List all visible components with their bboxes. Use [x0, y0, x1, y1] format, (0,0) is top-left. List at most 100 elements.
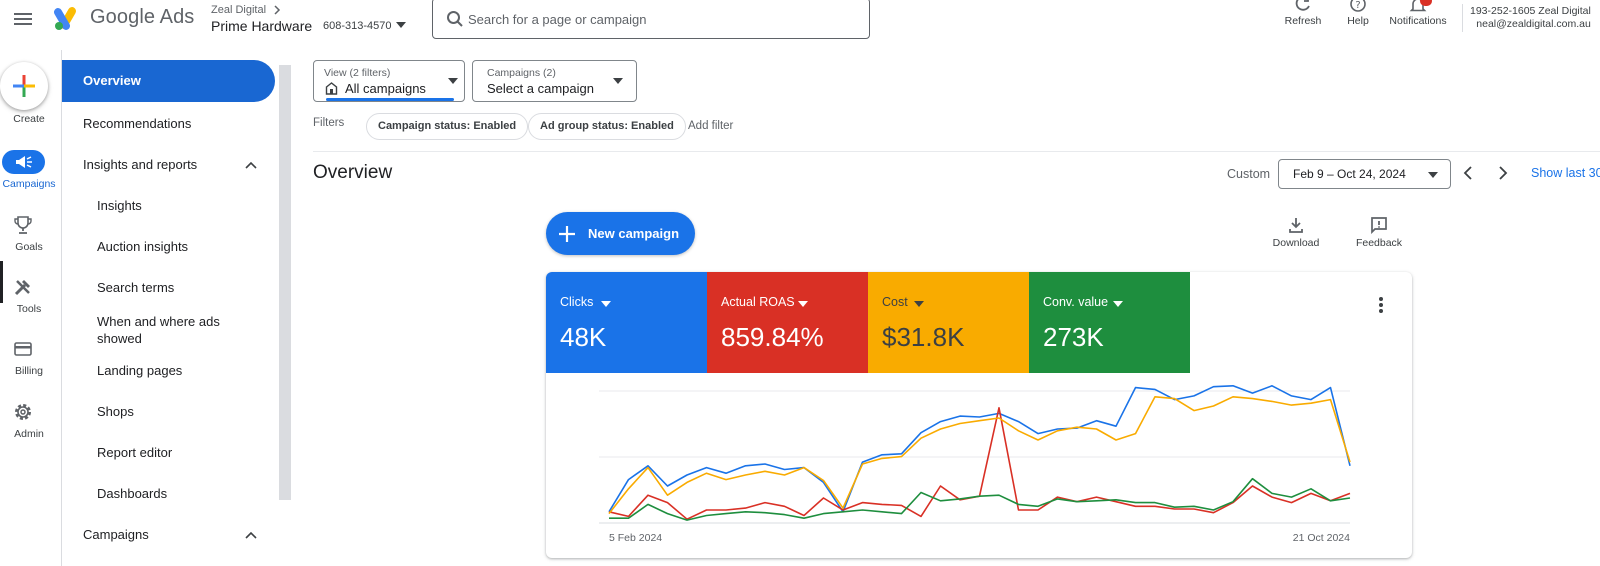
create-button[interactable]: [0, 62, 48, 110]
caret-down-icon: [798, 301, 808, 307]
rail-label-create: Create: [13, 113, 45, 125]
new-campaign-button[interactable]: New campaign: [546, 212, 695, 255]
add-filter-button[interactable]: Add filter: [688, 120, 734, 132]
sidebar-item-search-terms[interactable]: Search terms: [97, 280, 175, 295]
rail-label-tools[interactable]: Tools: [16, 303, 42, 315]
top-bar: Google Ads Zeal Digital Prime Hardware 6…: [0, 0, 1600, 50]
help-icon: ?: [1350, 0, 1366, 12]
performance-card: Clicks 48K Actual ROAS 859.84% Cost $31.…: [546, 272, 1412, 558]
download-icon: [1289, 218, 1303, 233]
store-icon: [325, 82, 338, 95]
metric-value: 48K: [560, 322, 607, 352]
x-tick-label-end: 21 Oct 2024: [1293, 532, 1350, 544]
filter-chip-campaign-status[interactable]: Campaign status: Enabled: [366, 113, 529, 140]
metric-tile-actual-roas[interactable]: Actual ROAS 859.84%: [707, 272, 868, 373]
series-line-conv-value: [609, 477, 1351, 521]
series-line-cost: [608, 395, 1351, 515]
metric-name: Cost: [882, 295, 908, 309]
filters-label: Filters: [313, 117, 345, 129]
refresh-icon: [1295, 0, 1310, 11]
card-icon[interactable]: [13, 340, 33, 358]
caret-down-icon: [613, 78, 623, 84]
sidebar-item-auction-insights[interactable]: Auction insights: [97, 239, 189, 254]
campaigns-rail-button[interactable]: [2, 150, 45, 174]
sidebar-item-when-and-where[interactable]: When and where ads showed: [97, 314, 220, 346]
chevron-up-icon[interactable]: [245, 161, 257, 169]
megaphone-icon: [15, 156, 32, 168]
new-campaign-label: New campaign: [588, 226, 680, 241]
notifications-button[interactable]: Notifications: [1385, 0, 1451, 27]
refresh-button[interactable]: Refresh: [1281, 0, 1325, 27]
feedback-button[interactable]: Feedback: [1349, 216, 1409, 249]
account-id: 608-313-4570: [323, 20, 392, 32]
chevron-left-icon[interactable]: [1463, 165, 1473, 181]
chevron-right-icon[interactable]: [1498, 165, 1508, 181]
parent-account[interactable]: Zeal Digital: [211, 4, 267, 16]
filter-chip-ad-group-status[interactable]: Ad group status: Enabled: [528, 113, 686, 140]
google-ads-logo-icon[interactable]: [54, 5, 82, 31]
series-line-clicks: [608, 385, 1351, 513]
metric-tile-conv-value[interactable]: Conv. value 273K: [1029, 272, 1190, 373]
metric-tile-cost[interactable]: Cost $31.8K: [868, 272, 1029, 373]
sidebar-item-recommendations[interactable]: Recommendations: [83, 116, 192, 131]
series-line-actual-roas: [608, 406, 1351, 520]
rail-label-campaigns[interactable]: Campaigns: [2, 178, 56, 190]
x-tick-label-start: 5 Feb 2024: [609, 532, 662, 544]
sidebar-item-dashboards[interactable]: Dashboards: [97, 486, 168, 501]
feedback-label: Feedback: [1355, 237, 1403, 249]
caret-down-icon: [601, 301, 611, 307]
sidebar-item-campaigns[interactable]: Campaigns: [83, 527, 149, 542]
sidebar-item-report-editor[interactable]: Report editor: [97, 445, 173, 460]
search-input[interactable]: [468, 9, 848, 29]
metric-value: 859.84%: [721, 322, 824, 352]
metric-name: Clicks: [560, 295, 594, 309]
metric-name: Actual ROAS: [721, 295, 795, 309]
metric-tile-clicks[interactable]: Clicks 48K: [546, 272, 707, 373]
view-selector[interactable]: View (2 filters) All campaigns: [313, 60, 465, 102]
date-range-value: Feb 9 – Oct 24, 2024: [1293, 167, 1406, 181]
rail-label-admin[interactable]: Admin: [14, 428, 44, 440]
rail-label-goals[interactable]: Goals: [15, 241, 43, 253]
date-range-picker[interactable]: [1278, 159, 1451, 189]
page-title: Overview: [313, 162, 393, 183]
gear-icon[interactable]: [13, 402, 33, 422]
divider: [313, 151, 1600, 152]
tools-icon[interactable]: [13, 277, 33, 297]
search-icon: [446, 10, 464, 28]
sidebar-item-landing-pages[interactable]: Landing pages: [97, 363, 183, 378]
sidebar-item-insights-and-reports[interactable]: Insights and reports: [83, 157, 198, 172]
sidebar-item-overview[interactable]: Overview: [62, 60, 275, 102]
download-button[interactable]: Download: [1266, 216, 1326, 249]
campaign-selector[interactable]: Campaigns (2) Select a campaign: [472, 60, 637, 102]
menu-icon[interactable]: [12, 8, 34, 30]
show-last-30-days-link[interactable]: Show last 30 days: [1531, 166, 1600, 180]
view-selector-underline: [326, 98, 454, 101]
account-dropdown-icon[interactable]: [396, 22, 406, 28]
account-name[interactable]: Prime Hardware: [211, 18, 313, 34]
trophy-icon[interactable]: [13, 215, 33, 235]
sidebar: Overview Recommendations Insights and re…: [62, 50, 290, 566]
date-range-label: Custom: [1227, 167, 1271, 181]
view-selector-value: All campaigns: [345, 81, 426, 96]
caret-down-icon: [448, 78, 458, 84]
rail-label-billing[interactable]: Billing: [14, 365, 43, 377]
notifications-label: Notifications: [1389, 15, 1447, 27]
more-options-icon[interactable]: [1378, 296, 1384, 314]
left-rail: [0, 50, 62, 566]
metric-value: 273K: [1043, 322, 1104, 352]
sidebar-item-insights[interactable]: Insights: [97, 198, 142, 213]
brand-name: Google Ads: [90, 6, 195, 28]
sidebar-item-label: Overview: [83, 73, 141, 88]
account-info-line1: 193-252-1605 Zeal Digital: [1470, 5, 1591, 17]
sidebar-item-shops[interactable]: Shops: [97, 404, 134, 419]
account-switcher[interactable]: 193-252-1605 Zeal Digital neal@zealdigit…: [1470, 5, 1591, 31]
chevron-up-icon[interactable]: [245, 531, 257, 539]
sidebar-scrollbar[interactable]: [279, 65, 291, 500]
help-button[interactable]: ? Help: [1341, 0, 1375, 27]
caret-down-icon: [914, 301, 924, 307]
svg-text:?: ?: [1355, 0, 1360, 11]
view-selector-caption: View (2 filters): [324, 67, 391, 79]
feedback-icon: [1371, 217, 1387, 234]
account-email: neal@zealdigital.com.au: [1476, 18, 1591, 30]
header-divider: [1462, 4, 1463, 32]
